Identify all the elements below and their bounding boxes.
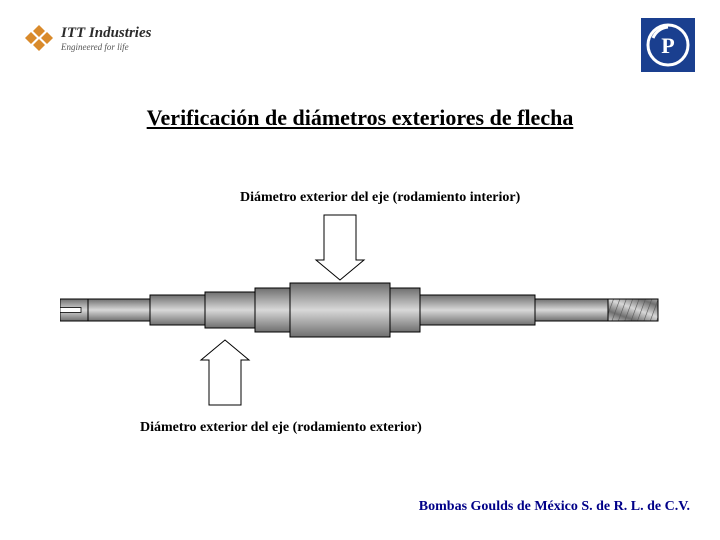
header: ITT Industries Engineered for life P bbox=[0, 10, 720, 70]
company-name: ITT Industries bbox=[61, 26, 151, 41]
label-top: Diámetro exterior del eje (rodamiento in… bbox=[240, 190, 520, 206]
label-bottom: Diámetro exterior del eje (rodamiento ex… bbox=[140, 420, 422, 436]
svg-text:P: P bbox=[661, 33, 674, 58]
shaft-diagram bbox=[60, 205, 660, 415]
page-title: Verificación de diámetros exteriores de … bbox=[147, 105, 574, 131]
company-tagline: Engineered for life bbox=[61, 43, 151, 52]
pointer-arrow-icon bbox=[201, 340, 249, 405]
itt-mark-icon bbox=[25, 25, 53, 53]
pointer-arrow-icon bbox=[316, 215, 364, 280]
gp-logo-icon: P bbox=[641, 18, 695, 77]
footer-text: Bombas Goulds de México S. de R. L. de C… bbox=[419, 499, 690, 515]
itt-logo: ITT Industries Engineered for life bbox=[25, 25, 151, 53]
